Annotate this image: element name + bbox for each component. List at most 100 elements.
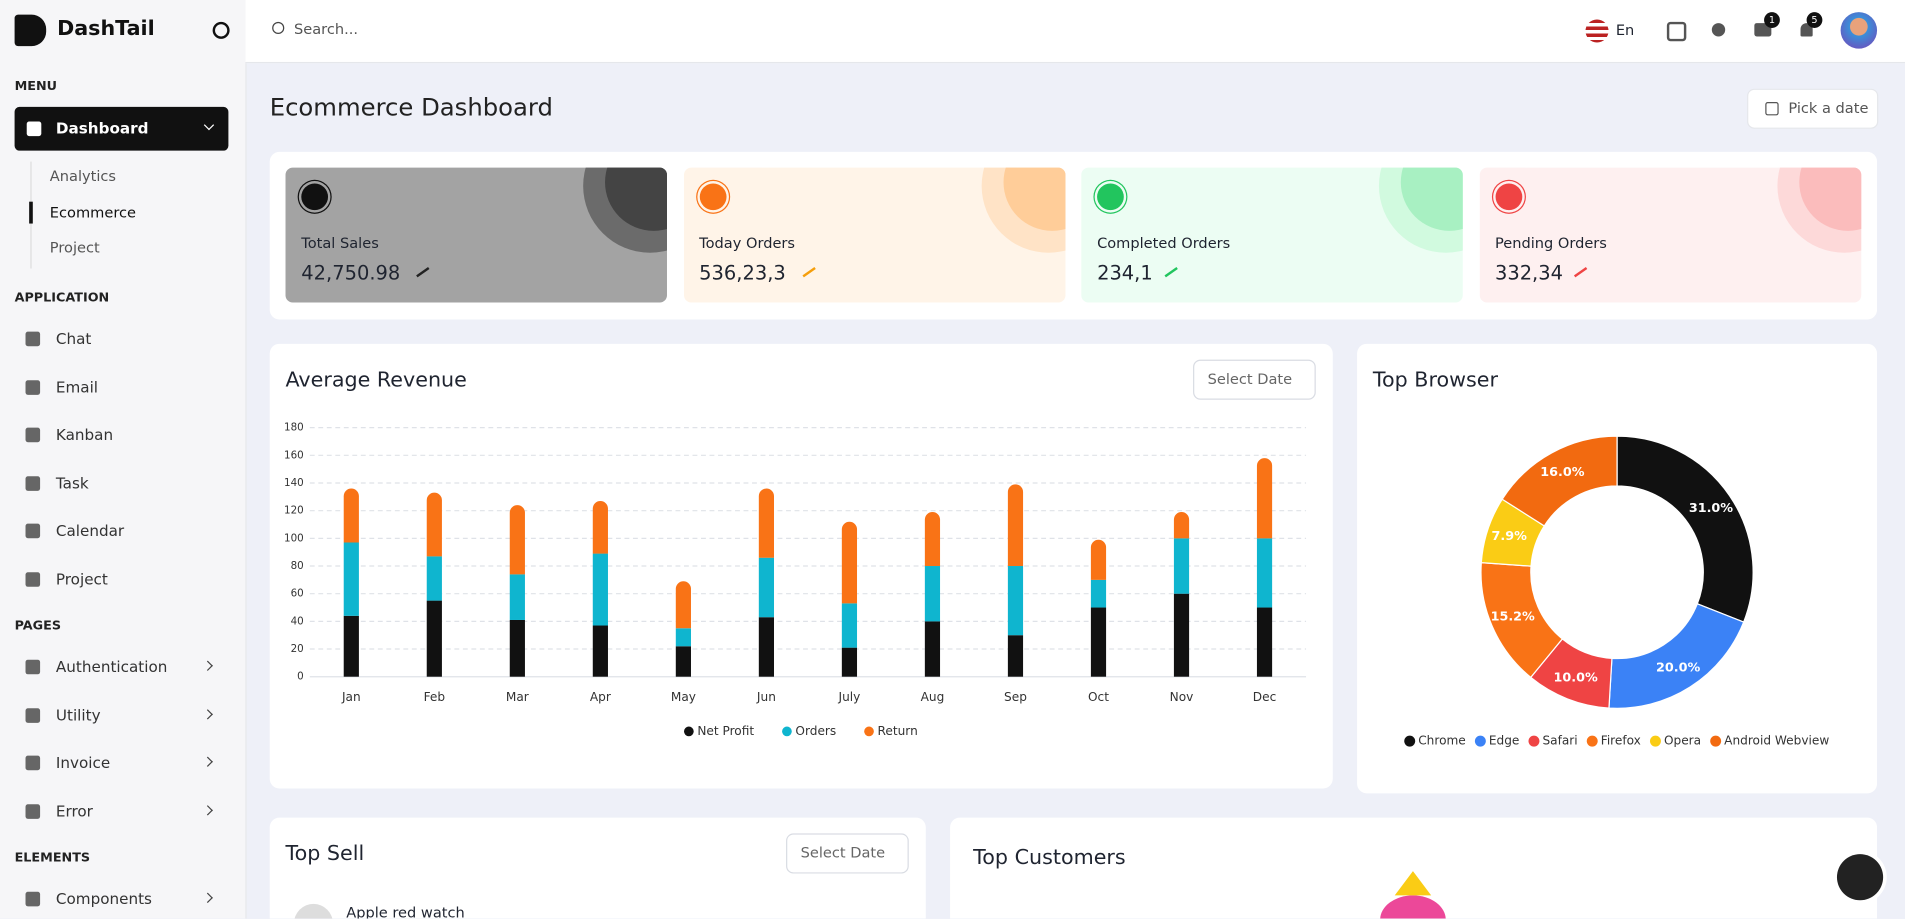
nav-icon bbox=[25, 659, 41, 675]
stat-label: Today Orders bbox=[699, 234, 796, 252]
legend-label: Net Profit bbox=[697, 724, 754, 738]
y-tick-label: 180 bbox=[284, 422, 304, 434]
y-tick-label: 80 bbox=[291, 560, 304, 572]
nav-label: Dashboard bbox=[55, 119, 149, 138]
messages-badge: 1 bbox=[1764, 12, 1780, 28]
nav-item[interactable]: Chat bbox=[55, 329, 92, 348]
submenu-item[interactable]: Project bbox=[49, 239, 100, 257]
bar-segment bbox=[1090, 607, 1107, 677]
nav-item[interactable]: Kanban bbox=[55, 425, 114, 444]
stat-card: Completed Orders 234,1 bbox=[1081, 167, 1463, 303]
nav-item-active[interactable]: Dashboard bbox=[14, 106, 229, 151]
settings-button[interactable] bbox=[1836, 854, 1884, 901]
slice-label: 16.0% bbox=[1540, 465, 1584, 480]
submenu-item[interactable]: Analytics bbox=[49, 167, 117, 185]
card-title: Top Browser bbox=[1372, 368, 1498, 393]
nav-item[interactable]: Project bbox=[55, 569, 108, 588]
bar-segment bbox=[592, 553, 608, 626]
bar-segment bbox=[1007, 635, 1024, 677]
revenue-card: Average Revenue Select Date 0 20 40 60 80 100… bbox=[269, 343, 1333, 789]
bar-segment bbox=[509, 619, 525, 677]
stat-value: 234,1 bbox=[1097, 261, 1153, 285]
nav-item[interactable]: Calendar bbox=[55, 521, 125, 540]
chevron bbox=[202, 660, 213, 671]
legend-marker bbox=[864, 726, 874, 737]
sidebar-toggle[interactable] bbox=[212, 21, 230, 39]
donut-slice bbox=[1616, 435, 1754, 623]
bar-segment bbox=[509, 505, 525, 575]
stat-value: 536,23,3 bbox=[699, 261, 786, 285]
section-title: ELEMENTS bbox=[14, 850, 91, 866]
x-tick-label: Dec bbox=[1253, 690, 1276, 704]
stat-icon bbox=[1494, 183, 1522, 211]
legend-label: Return bbox=[878, 724, 918, 738]
theme-icon[interactable] bbox=[1711, 23, 1726, 37]
legend-marker bbox=[684, 726, 694, 737]
nav-item[interactable]: Utility bbox=[55, 705, 101, 724]
bar-segment bbox=[1090, 579, 1107, 608]
nav-item[interactable]: Email bbox=[55, 377, 99, 396]
nav-item[interactable]: Authentication bbox=[55, 657, 168, 676]
stat-label: Total Sales bbox=[301, 234, 379, 252]
avatar[interactable] bbox=[1840, 12, 1878, 49]
brand: DashTail bbox=[57, 17, 155, 42]
language[interactable]: En bbox=[1615, 21, 1635, 39]
y-tick-label: 140 bbox=[284, 477, 304, 489]
legend-label: Orders bbox=[795, 724, 836, 738]
x-tick-label: May bbox=[671, 690, 696, 704]
revenue-filter[interactable]: Select Date bbox=[1193, 359, 1316, 400]
fullscreen-icon[interactable] bbox=[1666, 21, 1687, 42]
legend-marker bbox=[1474, 735, 1486, 747]
nav-icon bbox=[25, 475, 41, 491]
submenu-item[interactable]: Ecommerce bbox=[49, 203, 136, 221]
flag-icon[interactable] bbox=[1585, 19, 1609, 43]
donut-slice bbox=[1501, 435, 1618, 527]
bar-segment bbox=[675, 646, 691, 677]
nav-icon bbox=[25, 523, 41, 539]
sidebar: DashTail MENU Dashboard Analytics Ecommerce… bbox=[0, 0, 247, 919]
notifications-badge: 5 bbox=[1806, 12, 1823, 28]
nav-item[interactable]: Task bbox=[55, 473, 89, 492]
chevron bbox=[203, 119, 215, 131]
bar-segment bbox=[924, 512, 941, 567]
chevron bbox=[202, 892, 213, 903]
bar-segment bbox=[426, 492, 442, 557]
legend-label: Chrome bbox=[1418, 734, 1466, 748]
bar-segment bbox=[509, 574, 525, 620]
bar-segment bbox=[841, 647, 858, 677]
trend-icon bbox=[416, 266, 430, 278]
crown-icon bbox=[1394, 871, 1432, 896]
bar-segment bbox=[841, 521, 858, 604]
x-tick-label: July bbox=[838, 690, 861, 704]
bar-segment bbox=[1090, 539, 1107, 580]
legend-marker bbox=[1586, 735, 1598, 747]
y-tick-label: 160 bbox=[284, 449, 304, 461]
nav-item[interactable]: Components bbox=[55, 889, 152, 908]
bar-segment bbox=[1007, 484, 1024, 567]
legend-label: Firefox bbox=[1601, 734, 1641, 748]
card-title: Top Customers bbox=[973, 845, 1126, 870]
trend-icon bbox=[1164, 266, 1178, 278]
bar-segment bbox=[426, 600, 442, 677]
bar-segment bbox=[343, 615, 359, 677]
top-sell-filter[interactable]: Select Date bbox=[786, 833, 909, 874]
bar-segment bbox=[675, 581, 691, 629]
nav-icon bbox=[25, 891, 41, 907]
nav-item[interactable]: Invoice bbox=[55, 753, 111, 772]
date-picker[interactable]: Pick a date bbox=[1747, 88, 1879, 129]
slice-label: 7.9% bbox=[1491, 529, 1527, 544]
legend-label: Safari bbox=[1542, 734, 1577, 748]
card-title: Average Revenue bbox=[285, 368, 467, 393]
x-tick-label: Oct bbox=[1088, 690, 1109, 704]
bar-segment bbox=[758, 488, 775, 558]
bar-segment bbox=[1173, 512, 1190, 539]
search-input[interactable]: Search... bbox=[294, 20, 359, 38]
y-tick-label: 60 bbox=[291, 588, 304, 600]
nav-icon bbox=[26, 121, 42, 137]
slice-label: 20.0% bbox=[1656, 660, 1700, 675]
chevron bbox=[202, 756, 213, 767]
nav-item[interactable]: Error bbox=[55, 801, 93, 820]
stat-icon bbox=[1097, 183, 1124, 211]
